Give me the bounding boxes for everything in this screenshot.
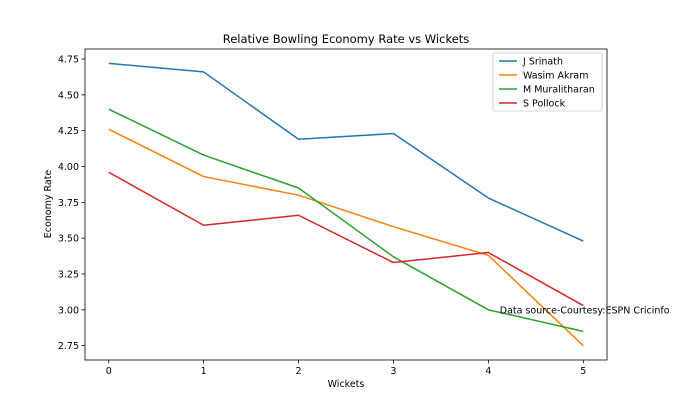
plot-area: 0 1 2 3 4 5 2.75 3.00 3.25 3.50 3.75 4.00 4.25 4.50 4.…	[58, 55, 586, 377]
x-axis-label: Wickets	[328, 379, 365, 390]
legend-label: J Srinath	[522, 57, 563, 68]
series-line-s-pollock	[108, 171, 584, 307]
x-tick-label: 1	[201, 366, 207, 377]
legend: J Srinath Wasim Akram M Muralitharan S Poll…	[492, 52, 603, 112]
y-tick-label: 3.50	[58, 234, 79, 245]
legend-box	[492, 52, 603, 112]
x-tick-label: 4	[485, 366, 491, 377]
x-tick-label: 5	[580, 366, 586, 377]
x-tick-label: 0	[106, 366, 112, 377]
y-tick-label: 4.50	[58, 90, 79, 101]
x-tick-label: 3	[390, 366, 396, 377]
chart-title: Relative Bowling Economy Rate vs Wickets	[223, 32, 470, 46]
data-source-annotation: Data source-Courtesy:ESPN Cricinfo	[500, 305, 670, 316]
x-tick-label: 2	[296, 366, 302, 377]
legend-label: Wasim Akram	[523, 71, 588, 82]
y-tick-label: 3.75	[58, 198, 79, 209]
y-tick-label: 4.75	[58, 55, 79, 66]
legend-label: M Muralitharan	[523, 85, 595, 96]
series-line-wasim-akram	[108, 128, 584, 347]
y-axis-label: Economy Rate	[43, 170, 54, 239]
y-tick-label: 2.75	[58, 341, 79, 352]
axes-frame	[84, 48, 608, 361]
y-tick-label: 4.00	[58, 162, 79, 173]
legend-label: S Pollock	[523, 99, 566, 110]
series-line-m-muralitharan	[108, 108, 584, 333]
y-tick-label: 3.00	[58, 305, 79, 316]
y-tick-label: 4.25	[58, 126, 79, 137]
y-tick-label: 3.25	[58, 270, 79, 281]
series-line-j-srinath	[108, 62, 584, 242]
